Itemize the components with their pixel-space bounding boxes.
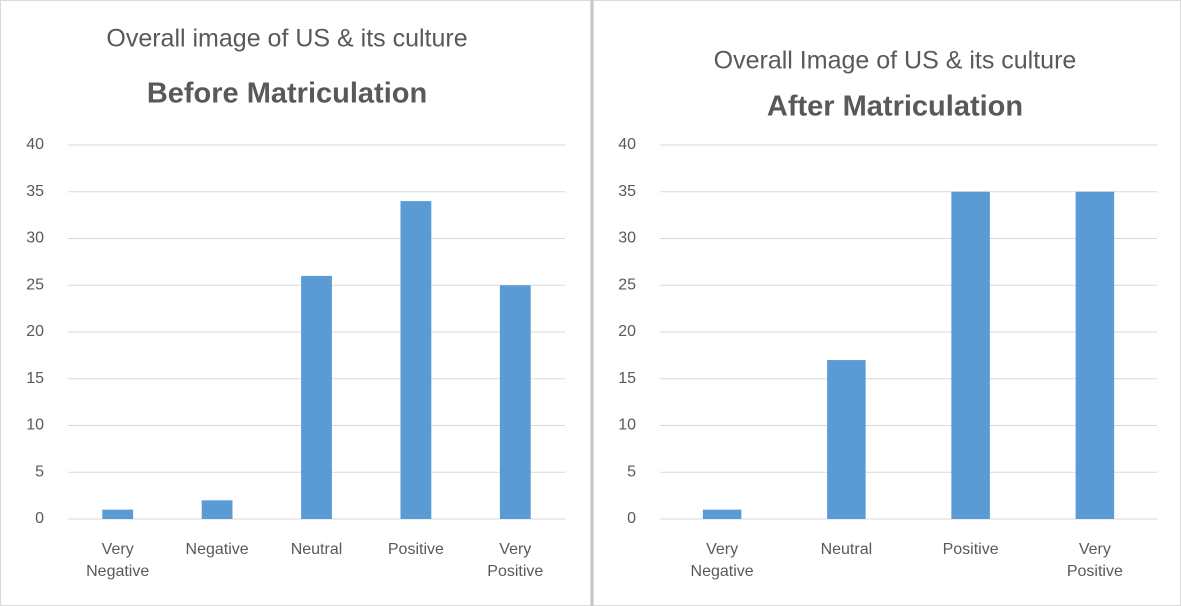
y-tick-label: 25 [618,276,636,293]
x-label-box: Neutral [820,541,873,558]
chart-title: Overall image of US & its culture [106,25,467,53]
x-label-box: Positive [387,541,444,558]
bar [201,500,233,519]
y-tick-label: 0 [35,510,44,527]
chart-subtitle: After Matriculation [767,91,1023,123]
x-tick-label: Positive [387,541,444,558]
bar [400,201,432,519]
bar [1075,191,1115,519]
x-label-box: Very Negative [690,541,754,580]
x-tick-label: Very Negative [690,541,754,580]
x-label-box: Negative [185,541,249,558]
y-tick-label: 25 [26,276,44,293]
bar [301,275,332,519]
y-tick-label: 20 [618,323,636,340]
y-tick-label: 5 [627,463,636,480]
y-tick-label: 35 [26,183,44,200]
y-tick-label: 15 [26,370,44,387]
y-tick-label: 15 [618,370,636,387]
y-tick-label: 40 [26,136,44,153]
y-tick-label: 40 [618,136,636,153]
chart-title: Overall Image of US & its culture [714,47,1077,75]
y-tick-label: 10 [618,417,636,434]
y-tick-label: 20 [26,323,44,340]
x-label-box: Very Positive [487,541,544,580]
y-tick-label: 5 [35,463,44,480]
x-tick-label: Very Negative [86,541,150,580]
x-tick-label: Neutral [820,541,873,558]
bar [951,191,990,519]
y-tick-label: 0 [627,510,636,527]
x-tick-label: Neutral [290,541,343,558]
bar [499,285,531,519]
x-tick-label: Positive [942,541,999,558]
bar [827,360,866,519]
x-label-box: Positive [942,541,999,558]
x-tick-label: Very Positive [487,541,544,580]
bar [702,509,742,519]
x-label-box: Neutral [290,541,343,558]
y-tick-label: 10 [26,417,44,434]
y-tick-label: 35 [618,183,636,200]
y-tick-label: 30 [26,230,44,247]
x-label-box: Very Negative [86,541,150,580]
chart-subtitle: Before Matriculation [147,78,427,110]
x-tick-label: Negative [185,541,249,558]
bar [102,509,134,519]
x-tick-label: Very Positive [1066,541,1123,580]
x-label-box: Very Positive [1066,541,1123,580]
y-tick-label: 30 [618,230,636,247]
